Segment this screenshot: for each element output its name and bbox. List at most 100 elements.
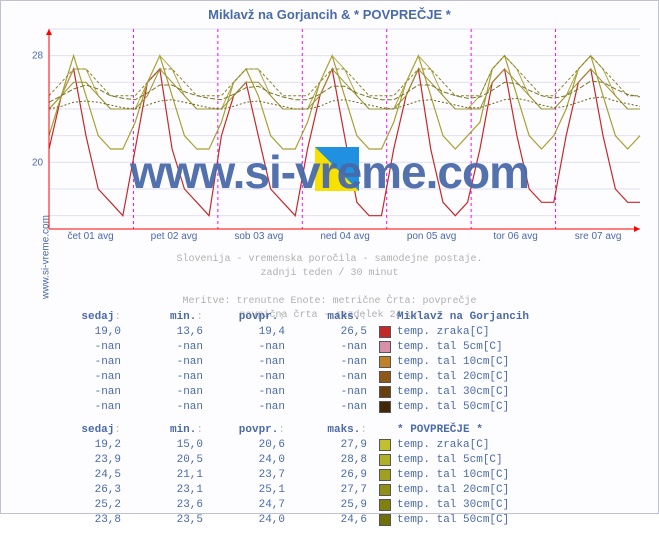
info-line: zadnji teden / 30 minut	[1, 267, 658, 281]
table-row: -nan-nan-nan-nantemp. tal 5cm[C]	[49, 339, 640, 354]
table-row: 23,920,524,028,8temp. tal 5cm[C]	[49, 452, 640, 467]
table-cell: 24,0	[213, 514, 295, 526]
x-tick-label: tor 06 avg	[493, 231, 537, 245]
x-tick-label: ned 04 avg	[320, 231, 370, 245]
table-cell: 26,3	[49, 484, 131, 496]
table-cell: -nan	[295, 401, 377, 413]
table-row: 19,013,619,426,5 temp. zraka[C]	[49, 324, 640, 339]
info-line: Meritve: trenutne Enote: metrične Črta: …	[1, 295, 658, 309]
table-cell: 13,6	[131, 326, 213, 338]
series-label: temp. tal 50cm[C]	[393, 514, 509, 526]
table-cell: 25,9	[295, 499, 377, 511]
table-cell: 23,6	[131, 499, 213, 511]
series-label: temp. tal 50cm[C]	[393, 401, 509, 413]
table-cell: -nan	[49, 371, 131, 383]
series-swatch	[377, 439, 393, 451]
table-cell: -nan	[213, 371, 295, 383]
table-cell: -nan	[49, 386, 131, 398]
center-logo-square	[315, 147, 359, 191]
x-tick-label: sre 07 avg	[575, 231, 622, 245]
series-label: temp. tal 30cm[C]	[393, 386, 509, 398]
table-header-row: sedaj:min.:povpr.:maks.:* POVPREČJE *	[49, 422, 640, 437]
table-cell: -nan	[295, 386, 377, 398]
table-header-row: sedaj:min.:povpr.:maks.: Miklavž na Gorja…	[49, 309, 640, 324]
series-label: temp. tal 10cm[C]	[393, 469, 509, 481]
series-swatch	[377, 401, 393, 413]
table-cell: 24,6	[295, 514, 377, 526]
series-swatch	[377, 454, 393, 466]
chart-container: www.si-vreme.com Miklavž na Gorjancih & …	[0, 0, 659, 514]
svg-text:28: 28	[32, 51, 44, 62]
x-axis-labels: čet 01 avgpet 02 avgsob 03 avgned 04 avg…	[49, 231, 640, 245]
table-cell: 26,9	[295, 469, 377, 481]
table-row: 19,215,020,627,9temp. zraka[C]	[49, 437, 640, 452]
table-cell: -nan	[213, 401, 295, 413]
table-cell: -nan	[213, 386, 295, 398]
data-table: sedaj:min.:povpr.:maks.: Miklavž na Gorja…	[49, 309, 640, 414]
x-tick-label: pet 02 avg	[151, 231, 198, 245]
table-cell: -nan	[213, 356, 295, 368]
table-cell: 26,5	[295, 326, 377, 338]
series-label: temp. tal 30cm[C]	[393, 499, 509, 511]
table-cell: 20,6	[213, 439, 295, 451]
table-cell: -nan	[131, 401, 213, 413]
series-swatch	[377, 469, 393, 481]
table-row: 25,223,624,725,9temp. tal 30cm[C]	[49, 497, 640, 512]
table-header-cell: povpr.:	[213, 311, 295, 323]
table-group-title: * POVPREČJE *	[393, 424, 483, 436]
table-cell: 19,2	[49, 439, 131, 451]
table-cell: -nan	[213, 341, 295, 353]
table-cell: 27,9	[295, 439, 377, 451]
x-tick-label: sob 03 avg	[234, 231, 283, 245]
table-cell: 20,5	[131, 454, 213, 466]
table-group-title: Miklavž na Gorjancih	[393, 311, 529, 323]
table-cell: 28,8	[295, 454, 377, 466]
info-line: Slovenija - vremenska poročila - samodej…	[1, 253, 658, 267]
table-cell: 23,1	[131, 484, 213, 496]
svg-text:20: 20	[32, 157, 44, 168]
table-header-cell: maks.:	[295, 311, 377, 323]
chart-plot-area: 2028	[49, 29, 640, 229]
series-label: temp. tal 20cm[C]	[393, 371, 509, 383]
series-label: temp. tal 10cm[C]	[393, 356, 509, 368]
series-swatch	[377, 514, 393, 526]
x-tick-label: pon 05 avg	[407, 231, 457, 245]
table-cell: -nan	[295, 371, 377, 383]
data-tables: sedaj:min.:povpr.:maks.:Miklavž na Gorja…	[49, 309, 640, 535]
data-table: sedaj:min.:povpr.:maks.:* POVPREČJE *19,…	[49, 422, 640, 527]
table-row: 24,521,123,726,9 temp. tal 10cm[C]	[49, 467, 640, 482]
table-cell: 23,7	[213, 469, 295, 481]
table-cell: -nan	[49, 356, 131, 368]
series-swatch	[377, 356, 393, 368]
table-header-cell: min.:	[131, 424, 213, 436]
table-cell: 24,5	[49, 469, 131, 481]
table-cell: -nan	[295, 356, 377, 368]
table-cell: -nan	[131, 341, 213, 353]
table-cell: -nan	[295, 341, 377, 353]
table-row: 23,823,524,024,6temp. tal 50cm[C]	[49, 512, 640, 527]
table-row: -nan-nan-nan-nantemp. tal 30cm[C]	[49, 384, 640, 399]
table-cell: 19,0	[49, 326, 131, 338]
table-header-cell: sedaj:	[49, 311, 131, 323]
table-cell: -nan	[49, 341, 131, 353]
table-cell: 23,8	[49, 514, 131, 526]
table-row: -nan-nan-nan-nantemp. tal 10cm[C]	[49, 354, 640, 369]
series-label: temp. zraka[C]	[393, 326, 489, 338]
series-swatch	[377, 484, 393, 496]
series-label: temp. tal 5cm[C]	[393, 454, 503, 466]
table-cell: 24,7	[213, 499, 295, 511]
series-swatch	[377, 386, 393, 398]
series-label: temp. tal 20cm[C]	[393, 484, 509, 496]
table-cell: 25,1	[213, 484, 295, 496]
table-cell: 19,4	[213, 326, 295, 338]
table-row: -nan-nan-nan-nantemp. tal 50cm[C]	[49, 399, 640, 414]
table-cell: -nan	[131, 356, 213, 368]
table-header-cell: sedaj:	[49, 424, 131, 436]
table-header-cell: povpr.:	[213, 424, 295, 436]
table-cell: -nan	[49, 401, 131, 413]
table-header-cell: min.:	[131, 311, 213, 323]
table-cell: 21,1	[131, 469, 213, 481]
table-cell: 27,7	[295, 484, 377, 496]
table-cell: 23,9	[49, 454, 131, 466]
chart-title: Miklavž na Gorjancih & * POVPREČJE *	[1, 7, 658, 22]
